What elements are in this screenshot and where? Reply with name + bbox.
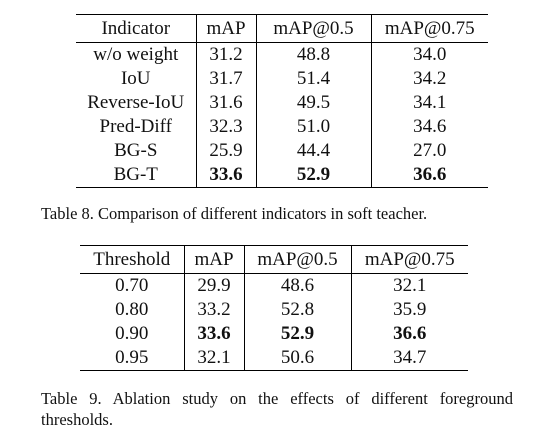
table-cell: 51.0 [256,115,372,139]
table-cell: IoU [76,67,197,91]
table-cell: 32.3 [196,115,257,139]
table-cell-best: 33.6 [196,163,257,188]
table-header-row: Threshold mAP mAP@0.5 mAP@0.75 [80,245,468,274]
column-header: Threshold [80,245,185,274]
table-cell: 33.2 [184,298,245,322]
indicator-comparison-table: Indicator mAP mAP@0.5 mAP@0.75 w/o weigh… [76,14,488,188]
column-header: mAP@0.5 [244,245,352,274]
table-cell: 34.6 [413,116,447,137]
table-cell-best: 52.9 [244,322,352,346]
table-cell: 31.6 [196,91,257,115]
table-cell: 34.2 [413,68,447,89]
table-cell: 34.0 [413,44,447,65]
table-cell: 0.70 [80,273,185,298]
table-cell: Pred-Diff [76,115,197,139]
threshold-ablation-table: Threshold mAP mAP@0.5 mAP@0.75 0.70 29.9… [80,245,468,371]
table-cell: Reverse-IoU [76,91,197,115]
table-cell: 31.7 [196,67,257,91]
table-row-best: 0.90 33.6 52.9 36.6 [80,322,468,346]
table-row: Reverse-IoU 31.6 49.5 34.1 [76,91,488,115]
table-cell-best: 36.6 [393,323,427,344]
table-cell: 0.90 [80,322,185,346]
column-header: Indicator [76,14,197,43]
table-cell-best: 33.6 [184,322,245,346]
table-row: IoU 31.7 51.4 34.2 [76,67,488,91]
table-row: 0.95 32.1 50.6 34.7 [80,346,468,371]
table-caption: Table 8. Comparison of different indicat… [41,204,428,223]
table-row: Pred-Diff 32.3 51.0 34.6 [76,115,488,139]
table-cell: BG-T [76,163,197,188]
table-cell: 49.5 [256,91,372,115]
column-header: mAP [184,245,245,274]
table-cell: 35.9 [393,299,427,320]
table-row-best: BG-T 33.6 52.9 36.6 [76,163,488,188]
table-cell: 44.4 [256,139,372,163]
table-cell: 25.9 [196,139,257,163]
table-cell: 0.80 [80,298,185,322]
table-cell: 48.8 [256,42,372,67]
table-cell: BG-S [76,139,197,163]
table-cell: 50.6 [244,346,352,371]
table-row: 0.80 33.2 52.8 35.9 [80,298,468,322]
column-header: mAP@0.75 [371,14,488,43]
table-cell: 51.4 [256,67,372,91]
table-cell: w/o weight [76,42,197,67]
column-header: mAP [196,14,257,43]
table-cell: 32.1 [184,346,245,371]
table-cell: 27.0 [413,140,447,161]
table-row: 0.70 29.9 48.6 32.1 [80,273,468,298]
table-cell-best: 36.6 [371,163,488,188]
table-cell: 52.8 [244,298,352,322]
table-cell: 48.6 [244,273,352,298]
column-header: mAP@0.75 [351,245,468,274]
table-cell: 29.9 [184,273,245,298]
table-header-row: Indicator mAP mAP@0.5 mAP@0.75 [76,14,488,43]
table-cell: 32.1 [393,275,427,296]
column-header: mAP@0.5 [256,14,372,43]
table-cell: 31.2 [196,42,257,67]
table-cell: 34.1 [413,92,447,113]
table-cell-best: 52.9 [256,163,372,188]
table-row: w/o weight 31.2 48.8 34.0 [76,42,488,67]
table-caption: Table 9. Ablation study on the effects o… [41,389,513,429]
table-cell: 34.7 [351,346,468,371]
table-row: BG-S 25.9 44.4 27.0 [76,139,488,163]
table-cell: 0.95 [80,346,185,371]
